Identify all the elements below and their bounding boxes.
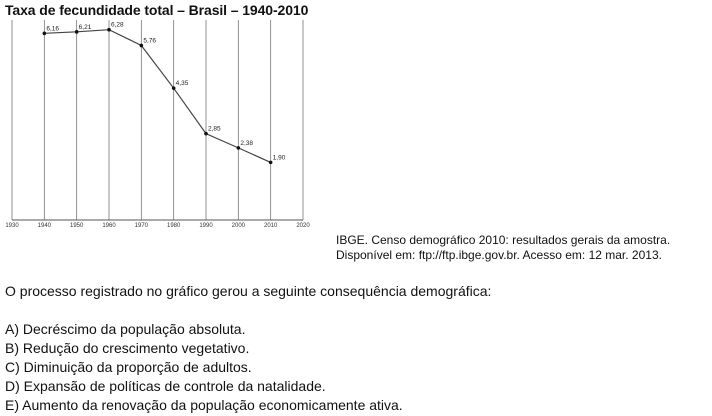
chart-title: Taxa de fecundidade total – Brasil – 194…	[5, 2, 309, 18]
data-label-2010: 1,90	[273, 154, 286, 161]
question-text: O processo registrado no gráfico gerou a…	[5, 283, 492, 299]
data-points	[42, 27, 273, 165]
x-tick-label-1930: 1930	[5, 223, 19, 229]
option-e[interactable]: E) Aumento da renovação da população eco…	[5, 397, 403, 413]
data-point-1970	[139, 43, 144, 48]
data-label-2000: 2,38	[240, 140, 253, 147]
data-point-1960	[107, 27, 111, 32]
chart-grid	[11, 20, 304, 220]
x-tick-label-2020: 2020	[296, 223, 310, 229]
option-a[interactable]: A) Decréscimo da população absoluta.	[5, 321, 246, 337]
data-point-1990	[204, 131, 208, 136]
x-tick-label-1940: 1940	[38, 223, 52, 229]
x-tick-label-2000: 2000	[232, 223, 246, 229]
x-axis-ticks: 1930 1940 1950 1960 1970 1980 1990 2000 2010 2020	[5, 223, 310, 229]
fertility-line-chart: 1930 1940 1950 1960 1970 1980 1990 2000 2010 2020…	[5, 20, 310, 229]
x-tick-label-1990: 1990	[199, 223, 213, 229]
data-point-2000	[236, 146, 241, 150]
x-tick-label-1970: 1970	[135, 223, 149, 229]
answer-options: A) Decréscimo da população absoluta. B) …	[5, 320, 403, 415]
option-b[interactable]: B) Redução do crescimento vegetativo.	[5, 340, 250, 356]
data-label-1980: 4,35	[176, 80, 189, 87]
data-label-1950: 6,21	[79, 24, 92, 31]
data-point-1940	[42, 31, 47, 36]
data-point-2010	[268, 160, 273, 165]
x-tick-label-1960: 1960	[102, 223, 116, 229]
x-tick-label-1950: 1950	[70, 223, 84, 229]
data-label-1970: 5,76	[143, 37, 156, 44]
data-labels: 6,16 6,21 6,28 5,76 4,35 2,85 2,38 1,90	[46, 22, 285, 162]
source-citation-line-1: IBGE. Censo demográfico 2010: resultados…	[336, 233, 671, 247]
x-tick-label-2010: 2010	[264, 223, 278, 229]
x-tick-label-1980: 1980	[167, 223, 181, 229]
option-c[interactable]: C) Diminuição da proporção de adultos.	[5, 359, 252, 375]
data-label-1960: 6,28	[111, 22, 124, 29]
option-d[interactable]: D) Expansão de políticas de controle da …	[5, 378, 326, 394]
data-label-1990: 2,85	[208, 126, 221, 133]
fertility-series-line	[44, 29, 271, 163]
data-point-1950	[74, 30, 79, 34]
source-citation-line-2: Disponível em: ftp://ftp.ibge.gov.br. Ac…	[336, 248, 662, 262]
data-label-1940: 6,16	[46, 25, 59, 32]
data-point-1980	[171, 86, 176, 90]
